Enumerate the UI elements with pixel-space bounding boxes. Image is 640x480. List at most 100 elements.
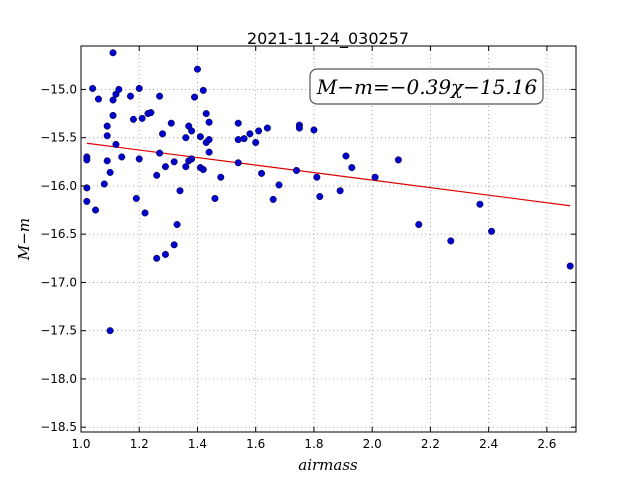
data-point <box>415 221 423 229</box>
data-point <box>106 327 114 335</box>
data-point <box>199 86 207 94</box>
data-point <box>205 118 213 126</box>
fit-line-group <box>86 142 571 207</box>
data-point <box>132 194 140 202</box>
data-point <box>156 92 164 100</box>
data-point <box>205 148 213 156</box>
data-points <box>83 49 574 335</box>
data-point <box>205 136 213 144</box>
data-point <box>109 96 117 104</box>
data-point <box>295 124 303 132</box>
data-point <box>106 168 114 176</box>
data-point <box>188 155 196 163</box>
y-tick-label: −18.5 <box>40 420 77 434</box>
data-point <box>476 200 484 208</box>
data-point <box>199 166 207 174</box>
data-point <box>176 187 184 195</box>
data-point <box>112 140 120 148</box>
x-tick-label: 1.2 <box>130 437 149 451</box>
y-tick-label: −16.5 <box>40 227 77 241</box>
data-point <box>566 262 574 270</box>
x-tick-label: 1.6 <box>246 437 265 451</box>
data-point <box>240 135 248 143</box>
data-point <box>153 254 161 262</box>
data-point <box>196 133 204 141</box>
data-point <box>255 127 263 135</box>
data-point <box>170 158 178 166</box>
y-tick-label: −18.0 <box>40 372 77 386</box>
y-tick-label: −15.5 <box>40 131 77 145</box>
data-point <box>348 164 356 172</box>
y-tick-label: −17.5 <box>40 324 77 338</box>
annotation-text: M−m=−0.39χ−15.16 <box>316 75 538 99</box>
data-point <box>159 130 167 138</box>
fit-line <box>86 142 571 207</box>
data-point <box>316 193 324 201</box>
data-point <box>269 195 277 203</box>
data-point <box>103 132 111 140</box>
x-tick-label: 1.4 <box>188 437 207 451</box>
data-point <box>188 127 196 135</box>
data-point <box>292 166 300 174</box>
data-point <box>234 119 242 127</box>
data-point <box>103 157 111 165</box>
data-point <box>234 159 242 167</box>
data-point <box>118 153 126 161</box>
data-point <box>83 197 91 205</box>
x-axis-ticks: 1.0 1.2 1.4 1.6 1.8 2.0 2.2 2.4 2.6 <box>71 46 556 451</box>
data-point <box>161 250 169 258</box>
plot-frame <box>80 45 577 433</box>
data-point <box>313 173 321 181</box>
data-point <box>129 115 137 123</box>
data-point <box>263 124 271 132</box>
data-point <box>234 136 242 144</box>
y-tick-label: −17.0 <box>40 275 77 289</box>
chart-title: 2021-11-24_030257 <box>247 29 409 49</box>
data-point <box>147 109 155 117</box>
data-point <box>126 92 134 100</box>
data-point <box>92 206 100 214</box>
data-point <box>115 85 123 93</box>
data-point <box>336 187 344 195</box>
data-point <box>202 110 210 118</box>
data-point <box>488 227 496 235</box>
equation-annotation: M−m=−0.39χ−15.16 <box>309 68 544 105</box>
data-point <box>167 119 175 127</box>
data-point <box>135 155 143 163</box>
data-point <box>109 111 117 119</box>
data-point <box>141 209 149 217</box>
data-point <box>182 163 190 171</box>
x-tick-label: 2.0 <box>363 437 382 451</box>
data-point <box>103 122 111 130</box>
data-point <box>173 221 181 229</box>
data-point <box>153 171 161 179</box>
data-point <box>182 134 190 142</box>
data-point <box>275 181 283 189</box>
data-point <box>170 241 178 249</box>
y-tick-label: −15.0 <box>40 82 77 96</box>
data-point <box>83 156 91 164</box>
x-tick-label: 1.8 <box>304 437 323 451</box>
x-axis-label: airmass <box>298 456 358 474</box>
y-axis-ticks: −15.0 −15.5 −16.0 −16.5 −17.0 −17.5 −18.0 −18.5 <box>40 82 576 434</box>
data-point <box>211 194 219 202</box>
data-point <box>371 173 379 181</box>
data-point <box>135 84 143 92</box>
data-point <box>447 237 455 245</box>
data-point <box>191 93 199 101</box>
y-axis-label: M−m <box>15 218 33 261</box>
data-point <box>217 173 225 181</box>
data-point <box>100 180 108 188</box>
data-point <box>161 163 169 171</box>
data-point <box>258 169 266 177</box>
data-point <box>342 152 350 160</box>
data-point <box>252 138 260 146</box>
annotation-box <box>309 68 544 105</box>
data-point <box>138 114 146 122</box>
data-point <box>193 65 201 73</box>
y-tick-label: −16.0 <box>40 179 77 193</box>
x-tick-label: 2.2 <box>421 437 440 451</box>
data-point <box>310 126 318 134</box>
data-point <box>246 130 254 138</box>
